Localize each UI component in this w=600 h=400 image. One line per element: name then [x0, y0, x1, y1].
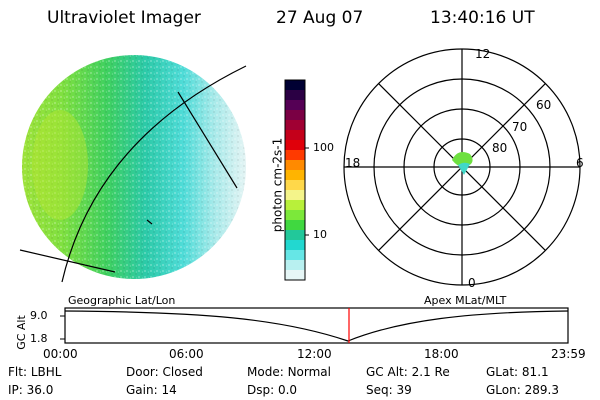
info-gain: Gain: 14 [126, 383, 177, 397]
colorbar-segment [285, 210, 305, 221]
info-door: Door: Closed [126, 365, 203, 379]
colorbar-segment [285, 120, 305, 131]
info-ip: IP: 36.0 [8, 383, 54, 397]
info-gc-alt: GC Alt: 2.1 Re [366, 365, 450, 379]
colorbar-tick-label-10: 10 [313, 228, 327, 241]
time-tick-1200: 12:00 [297, 347, 332, 361]
colorbar-segment [285, 110, 305, 121]
colorbar-segment [285, 160, 305, 171]
altitude-panel [60, 307, 569, 344]
info-glat: GLat: 81.1 [486, 365, 549, 379]
mlt-label-6: 6 [576, 156, 584, 170]
lat-label-70: 70 [512, 120, 528, 134]
time-tick-1800: 18:00 [424, 347, 459, 361]
colorbar-segment [285, 80, 305, 91]
lat-label-80: 80 [492, 141, 508, 155]
mlt-label-0: 0 [468, 276, 476, 290]
altitude-tick-1-8: 1.8 [30, 332, 48, 345]
info-glon: GLon: 289.3 [486, 383, 559, 397]
colorbar-unit-label: photon cm-2s-1 [270, 137, 285, 233]
info-mode: Mode: Normal [247, 365, 331, 379]
colorbar-segment [285, 180, 305, 191]
time-tick-0000: 00:00 [43, 347, 78, 361]
colorbar-segment [285, 190, 305, 201]
colorbar-segment [285, 150, 305, 161]
colorbar-segment [285, 90, 305, 101]
globe-grid-lines [19, 65, 247, 283]
time-tick-2359: 23:59 [551, 347, 586, 361]
colorbar-segment [285, 140, 305, 151]
colorbar-segment [285, 220, 305, 231]
mlt-label-12: 12 [475, 47, 491, 61]
colorbar-segment [285, 230, 305, 241]
globe-caption: Geographic Lat/Lon [68, 294, 176, 307]
globe-image [22, 55, 246, 279]
colorbar-segment [285, 240, 305, 251]
colorbar [284, 79, 306, 281]
colorbar-segment [285, 250, 305, 261]
polar-caption: Apex MLat/MLT [424, 294, 507, 307]
info-dsp: Dsp: 0.0 [247, 383, 298, 397]
colorbar-segment [285, 170, 305, 181]
page-title: Ultraviolet Imager [47, 8, 201, 28]
colorbar-border [284, 79, 306, 281]
date-label: 27 Aug 07 [276, 8, 364, 28]
altitude-tick-9: 9.0 [30, 309, 48, 322]
time-label: 13:40:16 UT [430, 8, 535, 28]
colorbar-segment [285, 260, 305, 271]
colorbar-segment [285, 130, 305, 141]
colorbar-segment [285, 270, 305, 281]
info-filter: Flt: LBHL [8, 365, 62, 379]
altitude-axis-label: GC Alt [14, 315, 28, 350]
colorbar-tick-label-100: 100 [313, 141, 334, 154]
lat-label-60: 60 [536, 98, 552, 112]
colorbar-segment [285, 100, 305, 111]
colorbar-segment [285, 200, 305, 211]
mlt-label-18: 18 [345, 156, 361, 170]
polar-aurora-spot [452, 152, 473, 175]
time-tick-0600: 06:00 [169, 347, 204, 361]
info-seq: Seq: 39 [366, 383, 412, 397]
